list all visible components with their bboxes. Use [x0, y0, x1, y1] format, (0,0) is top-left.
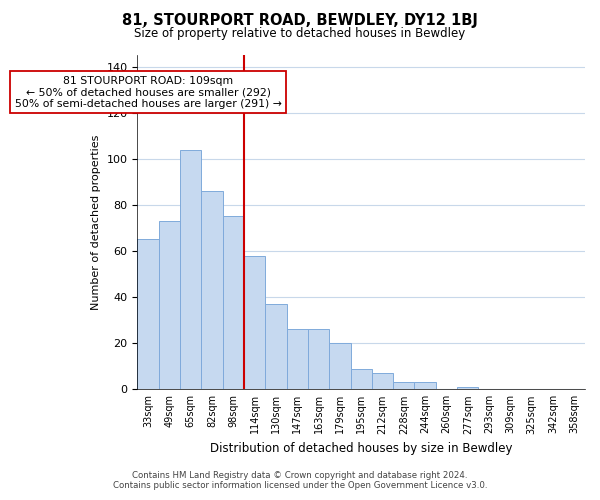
Bar — [287, 330, 308, 390]
Bar — [393, 382, 415, 390]
Bar — [180, 150, 202, 390]
Bar — [265, 304, 287, 390]
X-axis label: Distribution of detached houses by size in Bewdley: Distribution of detached houses by size … — [210, 442, 512, 455]
Bar — [202, 191, 223, 390]
Bar — [415, 382, 436, 390]
Text: 81, STOURPORT ROAD, BEWDLEY, DY12 1BJ: 81, STOURPORT ROAD, BEWDLEY, DY12 1BJ — [122, 12, 478, 28]
Text: Contains HM Land Registry data © Crown copyright and database right 2024.
Contai: Contains HM Land Registry data © Crown c… — [113, 470, 487, 490]
Bar — [457, 387, 478, 390]
Bar — [308, 330, 329, 390]
Bar — [329, 343, 350, 390]
Bar — [137, 240, 158, 390]
Bar — [223, 216, 244, 390]
Text: Size of property relative to detached houses in Bewdley: Size of property relative to detached ho… — [134, 28, 466, 40]
Bar — [372, 373, 393, 390]
Bar — [244, 256, 265, 390]
Y-axis label: Number of detached properties: Number of detached properties — [91, 134, 101, 310]
Text: 81 STOURPORT ROAD: 109sqm
← 50% of detached houses are smaller (292)
50% of semi: 81 STOURPORT ROAD: 109sqm ← 50% of detac… — [14, 76, 281, 109]
Bar — [350, 368, 372, 390]
Bar — [158, 221, 180, 390]
